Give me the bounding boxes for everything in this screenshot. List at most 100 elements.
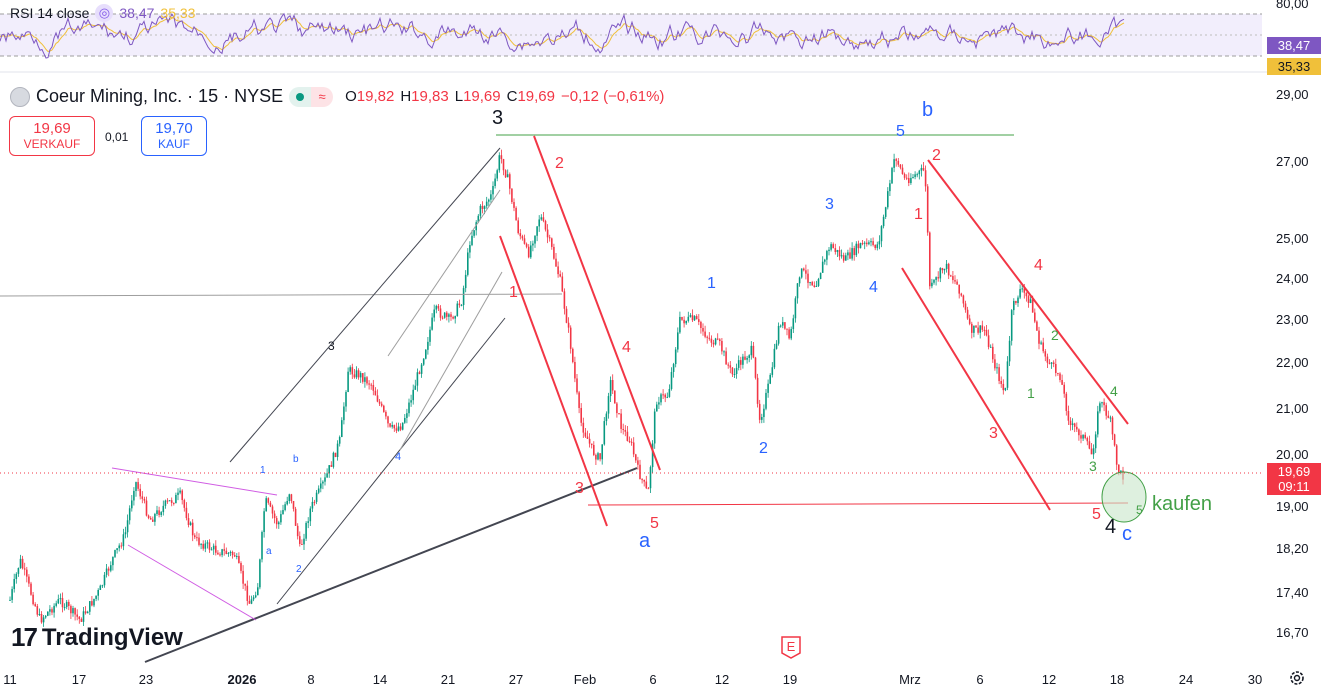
candle-body: [475, 222, 477, 231]
candle-body: [278, 522, 280, 525]
symbol-legend[interactable]: Coeur Mining, Inc. · 15 · NYSE ≈ O19,82 …: [10, 86, 664, 107]
candle-body: [397, 426, 400, 431]
price-axis-label: 19,00: [1276, 499, 1309, 514]
earnings-icon[interactable]: E: [780, 635, 802, 659]
candle-body: [893, 159, 895, 168]
candle-body: [322, 481, 324, 484]
candle-body: [1008, 340, 1011, 362]
candle-body: [17, 567, 20, 574]
candle-body: [1080, 435, 1082, 439]
candle-body: [431, 317, 433, 330]
candle-body: [721, 340, 723, 352]
candle-body: [798, 277, 801, 284]
candle-body: [418, 372, 421, 374]
candle-body: [918, 170, 921, 175]
candle-body: [777, 325, 780, 344]
candle-body: [454, 316, 456, 319]
tradingview-logo[interactable]: 17 TradingView: [11, 622, 183, 653]
candle-body: [391, 425, 393, 427]
candle-body: [637, 460, 639, 465]
candle-body: [462, 288, 465, 306]
candle-body: [110, 565, 112, 571]
candle-body: [882, 216, 885, 227]
candle-body: [290, 494, 293, 501]
candle-body: [551, 238, 553, 247]
candle-body: [641, 479, 643, 481]
candle-body: [842, 255, 845, 261]
candle-body: [343, 406, 345, 421]
settings-gear-icon[interactable]: [1287, 668, 1307, 688]
time-axis[interactable]: 11 17 23 2026 8 14 21 27 Feb 6 12 19 Mrz 6 12 18 24 30: [3, 672, 1262, 687]
symbol-title[interactable]: Coeur Mining, Inc. · 15 · NYSE: [36, 86, 284, 106]
wave-c3: 3: [989, 425, 998, 442]
candle-body: [727, 364, 729, 366]
candle-body: [9, 599, 11, 601]
candle-body: [887, 191, 889, 208]
candle-body: [1088, 441, 1091, 449]
candle-body: [1118, 464, 1120, 473]
candle-body: [1048, 362, 1051, 364]
candle-body: [796, 283, 799, 299]
wave-a: a: [639, 530, 651, 552]
candle-body: [36, 606, 39, 615]
candle-body: [935, 277, 937, 280]
rsi-legend[interactable]: RSI 14 close ◎ 38,47 35,33: [10, 4, 195, 22]
candle-body: [252, 597, 255, 600]
red-channel-a-lower: [499, 235, 608, 527]
spread-value: 0,01: [105, 130, 129, 144]
candle-body: [506, 174, 509, 178]
candle-body: [523, 238, 526, 244]
wave-b: b: [922, 99, 933, 121]
rsi-settings-icon[interactable]: ◎: [95, 4, 114, 22]
wave-g5: 5: [1136, 503, 1143, 517]
candle-body: [584, 432, 587, 437]
time-axis-label: 6: [976, 672, 983, 687]
wave-a2: 2: [555, 155, 564, 172]
candle-body: [830, 244, 832, 250]
delayed-data-icon: ≈: [311, 86, 334, 107]
market-status[interactable]: ≈: [289, 86, 334, 107]
candle-body: [38, 613, 41, 615]
candle-body: [349, 367, 351, 372]
time-axis-label: 24: [1179, 672, 1193, 687]
candle-body: [542, 217, 545, 221]
candle-body: [912, 176, 914, 178]
candle-body: [1015, 300, 1017, 304]
candle-body: [303, 538, 305, 545]
candle-body: [345, 391, 347, 407]
candle-body: [63, 607, 66, 609]
candle-body: [1065, 393, 1068, 411]
candle-body: [1078, 429, 1080, 436]
candle-body: [677, 332, 679, 350]
candle-body: [170, 500, 173, 503]
candle-body: [740, 360, 742, 365]
candle-body: [502, 159, 505, 171]
wedge-lower-pink: [127, 544, 257, 621]
candle-body: [464, 274, 467, 289]
candle-body: [695, 316, 698, 320]
candle-body: [1040, 342, 1042, 344]
sell-button[interactable]: 19,69 VERKAUF: [9, 116, 95, 156]
candle-body: [838, 250, 841, 257]
candle-body: [208, 542, 211, 550]
buy-button[interactable]: 19,70 KAUF: [141, 116, 207, 156]
candle-body: [414, 385, 417, 390]
candle-body: [401, 422, 404, 430]
candle-body: [261, 531, 263, 560]
price-axis[interactable]: 29,00 27,00 25,00 24,00 23,00 22,00 21,00 20,00…: [1276, 87, 1309, 640]
candle-body: [257, 587, 259, 596]
candle-body: [775, 343, 778, 349]
bar-countdown: 09:11: [1278, 479, 1310, 494]
candle-body: [86, 611, 89, 614]
wave-big3: 3: [492, 107, 503, 129]
candle-body: [364, 377, 366, 382]
candle-body: [225, 550, 228, 554]
wave-big4: 4: [1105, 516, 1116, 538]
candle-body: [324, 477, 326, 482]
candle-body: [895, 159, 897, 161]
red-channel-c-lower: [901, 267, 1051, 511]
candle-body: [788, 329, 790, 339]
candle-body: [744, 356, 746, 360]
candle-body: [964, 303, 967, 310]
